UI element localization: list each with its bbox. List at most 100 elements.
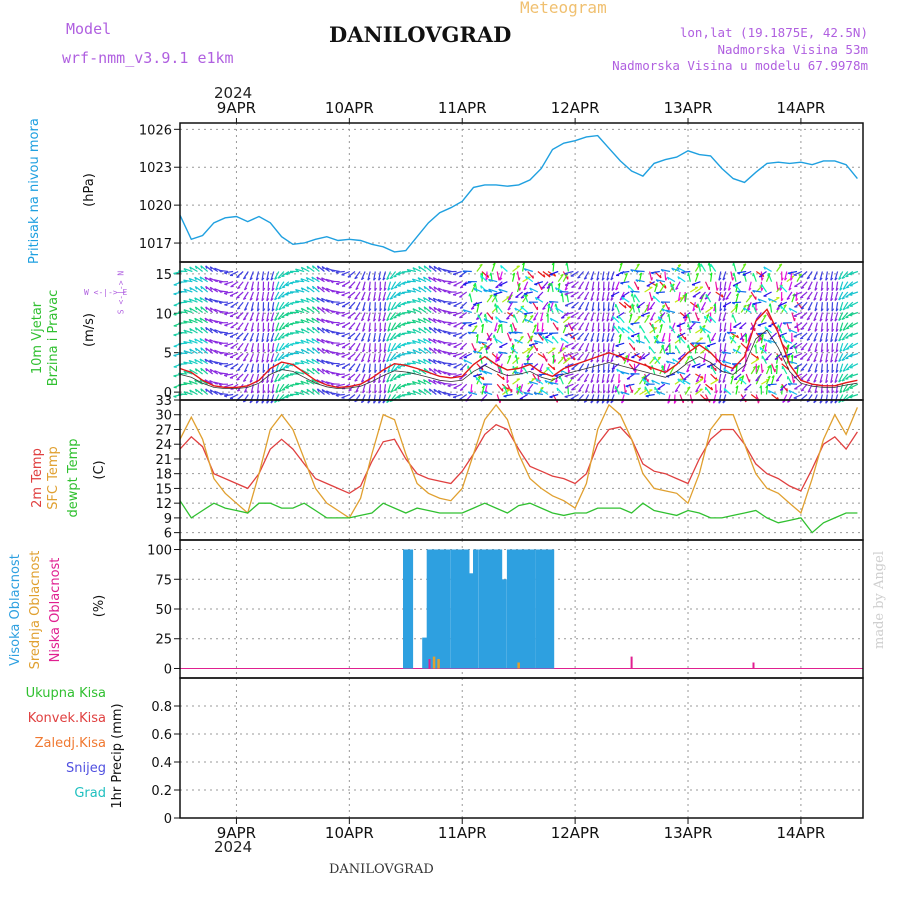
wind-arrow-head xyxy=(306,368,309,372)
wind-arrow-head xyxy=(787,400,791,403)
wind-arrow-head xyxy=(277,358,282,361)
wind-arrow xyxy=(401,332,411,335)
wind-arrow-head xyxy=(261,277,265,281)
wind-arrow-head xyxy=(732,348,736,353)
wind-arrow-head xyxy=(218,281,222,284)
wind-arrow xyxy=(606,291,610,301)
wind-arrow-head xyxy=(347,358,351,360)
wind-arrow xyxy=(529,287,539,293)
wind-arrow-head xyxy=(236,337,240,340)
wind-arrow-head xyxy=(577,338,581,341)
wind-arrow-head xyxy=(686,324,689,328)
wind-arrow xyxy=(591,363,595,373)
wind-arrow xyxy=(442,280,452,283)
wind-arrow xyxy=(306,358,315,365)
wind-arrow xyxy=(281,291,290,298)
wind-arrow-head xyxy=(538,333,543,336)
wind-arrow-head xyxy=(562,347,566,349)
wind-arrow xyxy=(261,291,265,301)
wind-arrow xyxy=(616,311,625,318)
ytick-label-3-0: 0 xyxy=(164,662,172,677)
day-label-top-5: 14APR xyxy=(776,99,825,117)
wind-arrow-head xyxy=(675,287,679,291)
wind-arrow-head xyxy=(218,351,222,355)
wind-arrow xyxy=(781,365,788,375)
wind-arrow-head xyxy=(665,352,669,356)
cloud-bar-0-27 xyxy=(539,549,546,669)
wind-arrow-head xyxy=(521,262,525,266)
wind-arrow xyxy=(183,370,193,375)
wind-arrow xyxy=(796,322,799,332)
wind-arrow xyxy=(200,367,209,375)
wind-arrow xyxy=(590,291,595,301)
wind-arrow xyxy=(666,309,676,314)
wind-arrow-head xyxy=(295,391,299,395)
wind-arrow xyxy=(677,276,686,283)
wind-arrow xyxy=(347,394,356,401)
wind-arrow-head xyxy=(498,320,502,324)
wind-arrow-head xyxy=(660,381,664,385)
wind-arrow xyxy=(735,293,739,303)
wind-arrow xyxy=(719,322,722,332)
wind-arrow-head xyxy=(838,318,842,321)
wind-arrow-head xyxy=(347,317,351,319)
cloud-bar-0-23 xyxy=(520,549,526,669)
wind-arrow xyxy=(699,325,706,334)
wind-arrow xyxy=(606,373,610,383)
wind-arrow xyxy=(515,291,523,298)
wind-arrow-head xyxy=(591,328,595,332)
wind-arrow xyxy=(341,291,351,296)
wind-arrow-head xyxy=(422,297,426,301)
wind-arrow xyxy=(511,322,517,332)
wind-arrow xyxy=(390,301,397,311)
wind-arrow xyxy=(577,312,585,320)
wind-arrow-head xyxy=(418,307,421,311)
wind-arrow xyxy=(631,293,635,303)
wind-arrow xyxy=(523,291,533,295)
wind-arrow xyxy=(752,303,757,313)
wind-arrow xyxy=(578,363,585,372)
wind-arrow-head xyxy=(665,277,668,281)
wind-arrow-head xyxy=(406,301,410,304)
wind-arrow-head xyxy=(788,329,791,333)
wind-arrow xyxy=(806,312,813,321)
wind-arrow xyxy=(219,392,229,396)
wind-arrow xyxy=(321,389,330,395)
wind-arrow xyxy=(417,379,427,385)
wind-arrow xyxy=(360,353,366,362)
wind-arrow-head xyxy=(841,317,846,320)
wind-arrow-head xyxy=(355,390,359,393)
wind-arrow-head xyxy=(274,297,278,301)
wind-arrow xyxy=(578,301,585,310)
wind-arrow xyxy=(312,388,320,395)
wind-arrow-head xyxy=(483,344,486,348)
wind-arrow-head xyxy=(417,318,421,322)
wind-arrow xyxy=(428,367,437,375)
wind-arrow xyxy=(271,363,275,373)
wind-arrow xyxy=(623,273,628,282)
wind-arrow-head xyxy=(761,277,764,281)
wind-arrow-head xyxy=(205,347,208,351)
wind-arrow-head xyxy=(549,317,553,322)
wind-arrow-head xyxy=(383,349,387,353)
wind-arrow xyxy=(735,303,739,313)
wind-arrow xyxy=(347,291,356,299)
wind-arrow-head xyxy=(362,287,366,291)
wind-arrow xyxy=(611,281,615,291)
wind-arrow xyxy=(183,329,193,334)
wind-arrow xyxy=(559,375,564,385)
wind-arrow xyxy=(433,347,442,354)
wind-arrow-head xyxy=(218,383,222,387)
wind-arrow xyxy=(825,353,828,363)
wind-arrow xyxy=(612,315,620,324)
wind-arrow-head xyxy=(767,298,771,302)
wind-arrow xyxy=(481,324,484,334)
wind-arrow xyxy=(813,332,818,342)
wind-arrow xyxy=(277,312,285,320)
wind-arrow-head xyxy=(571,306,575,309)
wind-arrow-head xyxy=(800,389,805,392)
wind-arrow-head xyxy=(224,304,228,306)
wind-arrow xyxy=(459,353,468,360)
wind-arrow-head xyxy=(428,276,431,280)
wind-arrow-head xyxy=(492,262,496,266)
